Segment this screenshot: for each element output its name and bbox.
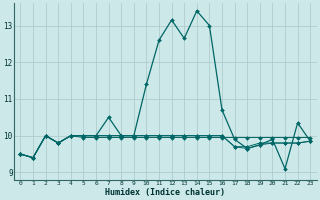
X-axis label: Humidex (Indice chaleur): Humidex (Indice chaleur) (105, 188, 225, 197)
